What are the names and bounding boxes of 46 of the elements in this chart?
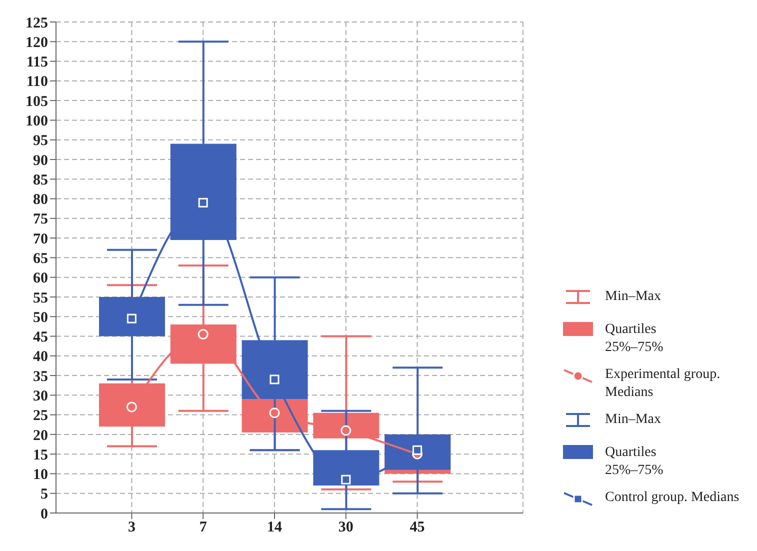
y-tick-label: 125 (26, 15, 48, 32)
text: Min–Max (605, 288, 662, 306)
y-tick-label: 15 (33, 447, 48, 464)
point (412, 445, 422, 455)
y-tick-label: 55 (33, 290, 48, 306)
point (198, 329, 208, 340)
y-tick-label: 60 (33, 270, 48, 287)
y-tick-label: 100 (26, 114, 48, 130)
point (126, 314, 136, 324)
x-tick-label: 7 (199, 520, 208, 536)
y-tick-label: 50 (33, 310, 48, 326)
text: Quartiles 25%–75% (605, 444, 664, 480)
text: Quartiles 25%–75% (605, 321, 664, 357)
y-tick-label: 5 (40, 486, 48, 503)
y-tick-label: 85 (33, 172, 48, 188)
y-tick-label: 70 (33, 231, 48, 248)
y-tick-label: 20 (33, 428, 48, 444)
y-tick-label: 0 (40, 506, 48, 522)
y-tick-label: 115 (26, 54, 48, 71)
point (341, 474, 351, 484)
legend-label: Experimental group. Medians (605, 366, 722, 402)
x-tick-label: 14 (267, 520, 282, 536)
y-tick-label: 90 (33, 152, 48, 169)
point (126, 402, 137, 412)
legend-label: Control group. Medians (605, 489, 740, 507)
y-tick-label: 110 (26, 74, 48, 90)
x-tick-label: 45 (410, 520, 425, 536)
y-tick-label: 80 (33, 192, 48, 208)
y-tick-label: 105 (26, 94, 48, 110)
x-tick-label: 3 (128, 520, 136, 536)
y-tick-label: 30 (33, 388, 48, 404)
x-tick-label: 30 (338, 520, 354, 536)
point (269, 408, 280, 418)
y-tick-label: 65 (33, 251, 48, 268)
y-tick-label: 40 (33, 349, 48, 366)
y-tick-label: 45 (33, 330, 48, 346)
y-tick-label: 120 (26, 34, 48, 51)
text: Min–Max (605, 411, 662, 429)
y-tick-label: 35 (33, 368, 48, 385)
y-tick-label: 75 (33, 212, 48, 228)
y-tick-label: 10 (33, 467, 48, 484)
point (340, 425, 352, 436)
y-tick-label: 25 (33, 408, 48, 424)
y-tick-label: 95 (33, 133, 48, 150)
point (270, 374, 280, 384)
point (198, 198, 208, 208)
